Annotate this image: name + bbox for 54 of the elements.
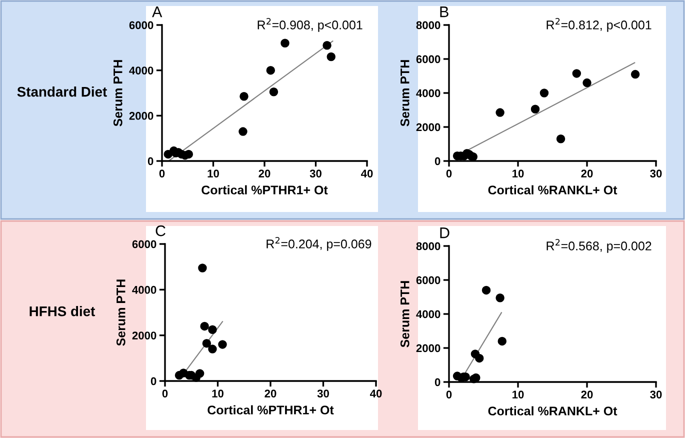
y-tick-label: 2000 — [416, 344, 440, 352]
x-tick-label: 10 — [512, 390, 524, 398]
y-tick-label: 8000 — [416, 242, 440, 250]
annotation: R$^{2}$=0.908, p<0.001 — [258, 18, 362, 32]
y-tick-label: 8000 — [416, 21, 440, 30]
x-tick-label: 10 — [212, 390, 224, 398]
y-tick-label: 0 — [150, 377, 156, 386]
text: B — [440, 6, 448, 18]
y-tick-label: 4000 — [416, 89, 440, 98]
y-tick-label: 6000 — [416, 55, 440, 64]
y-tick-label: 2000 — [129, 112, 154, 120]
x-tick-label: 40 — [370, 390, 382, 398]
y-tick-label: 0 — [148, 157, 154, 166]
text: HFHS diet — [30, 306, 96, 316]
x-axis-title: Cortical %RANKL+ Ot — [488, 406, 618, 416]
x-tick-label: 10 — [512, 170, 524, 178]
y-tick-label: 4000 — [416, 310, 440, 318]
x-axis-title: Cortical %RANKL+ Ot — [488, 185, 618, 194]
x-tick-label: 20 — [258, 170, 270, 178]
x-axis-title: Cortical %PTHR1+ Ot — [202, 185, 328, 194]
y-tick-label: 6000 — [132, 240, 156, 248]
y-tick-label: 2000 — [416, 123, 440, 132]
y-tick-label: 4000 — [129, 66, 154, 74]
x-tick-label: 0 — [159, 170, 165, 178]
y-tick-label: 6000 — [129, 21, 154, 30]
annotation: R$^{2}$=0.204, p=0.069 — [266, 237, 372, 251]
x-tick-label: 10 — [208, 170, 219, 178]
x-tick-label: 20 — [581, 390, 593, 398]
annotation: R$^{2}$=0.568, p=0.002 — [546, 239, 652, 253]
x-tick-label: 20 — [581, 170, 593, 178]
x-tick-label: 40 — [360, 170, 373, 178]
x-tick-label: 30 — [317, 390, 329, 398]
y-tick-label: 2000 — [132, 332, 156, 340]
x-tick-label: 30 — [650, 390, 662, 399]
x-tick-label: 30 — [310, 170, 322, 178]
x-tick-label: 0 — [446, 170, 452, 178]
y-tick-label: 4000 — [132, 286, 156, 294]
text: D — [440, 228, 450, 238]
x-tick-label: 0 — [446, 390, 452, 398]
annotation: R$^{2}$=0.812, p<0.001 — [546, 18, 652, 32]
y-axis-title: Serum PTH — [116, 280, 126, 346]
y-tick-label: 0 — [434, 157, 440, 166]
x-axis-title: Cortical %PTHR1+ Ot — [208, 405, 334, 414]
x-tick-label: 30 — [650, 170, 662, 178]
y-axis-title: Serum PTH — [400, 60, 410, 126]
text: C — [156, 225, 166, 236]
x-tick-label: 20 — [264, 390, 276, 398]
text: A — [152, 6, 162, 18]
y-axis-title: Serum PTH — [113, 60, 122, 126]
x-tick-label: 0 — [162, 390, 168, 398]
y-tick-label: 0 — [434, 378, 440, 386]
y-tick-label: 6000 — [416, 276, 440, 284]
text: Standard Diet — [17, 86, 107, 97]
y-axis-title: Serum PTH — [400, 281, 410, 348]
